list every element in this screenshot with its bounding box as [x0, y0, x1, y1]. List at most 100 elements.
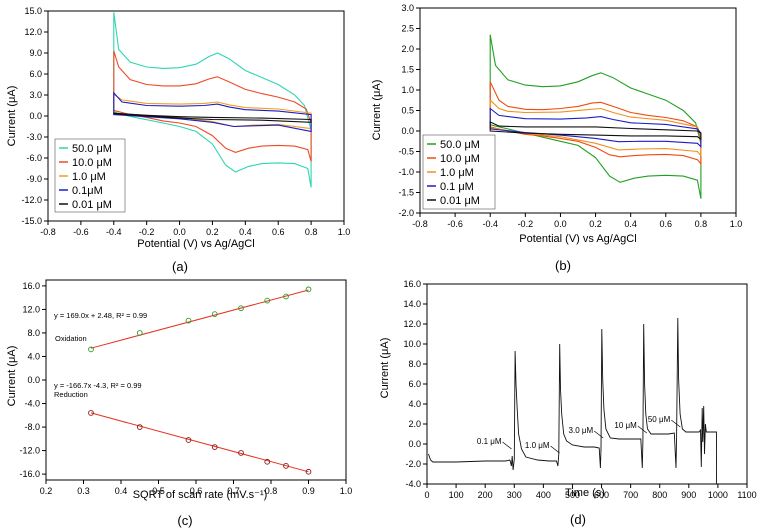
legend-entry: 1.0 μM — [72, 171, 106, 183]
x-tick-label: 0.6 — [272, 227, 285, 237]
annotation-arrow — [593, 430, 604, 439]
x-tick-label: 0.8 — [265, 486, 278, 496]
x-axis-label: Potential (V) vs Ag/AgCl — [137, 238, 254, 250]
x-tick-label: -0.8 — [412, 219, 428, 229]
x-tick-label: 100 — [449, 490, 464, 500]
data-point — [136, 424, 143, 430]
x-tick-label: 0.4 — [624, 219, 637, 229]
y-tick-label: 6.0 — [29, 69, 42, 79]
annotation-arrow — [502, 441, 512, 450]
x-tick-label: 1.0 — [338, 227, 351, 237]
data-point — [238, 450, 244, 456]
data-point — [283, 293, 289, 300]
data-point — [88, 410, 94, 416]
y-tick-label: 0.0 — [27, 375, 40, 385]
data-point — [264, 297, 271, 304]
x-tick-label: 0.2 — [206, 227, 219, 237]
y-tick-label: -2.0 — [405, 459, 421, 469]
oxidation-fit-equation: y = 169.0x + 2.48, R² = 0.99 — [54, 311, 147, 320]
panel-label: (a) — [172, 259, 188, 274]
plot-frame — [426, 283, 748, 485]
concentration-annotation: 50 μM — [648, 415, 671, 424]
data-point — [283, 463, 289, 469]
x-tick-label: 0.5 — [152, 486, 165, 496]
cv-curve — [113, 91, 312, 133]
x-tick-label: 0.0 — [554, 219, 567, 229]
data-point — [185, 317, 192, 324]
amperometric-trace — [428, 317, 717, 484]
plot-frame — [45, 279, 347, 481]
y-tick-label: 1.5 — [401, 65, 414, 75]
y-tick-label: 8.0 — [27, 328, 40, 338]
cv-curve — [489, 81, 702, 166]
data-point — [305, 286, 312, 293]
x-tick-label: 500 — [565, 490, 580, 500]
y-tick-label: 0.0 — [29, 111, 42, 121]
data-point — [238, 305, 244, 312]
y-tick-label: 16.0 — [403, 279, 421, 289]
y-axis-label: Current (μA) — [6, 86, 18, 147]
y-tick-label: -12.0 — [19, 446, 40, 456]
x-tick-label: 300 — [507, 490, 522, 500]
y-tick-label: 10.0 — [403, 339, 421, 349]
x-tick-label: 0.7 — [227, 486, 240, 496]
legend: 50.0 μM 10.0 μM 1.0 μM 0.1μM 0.01 μM — [54, 138, 126, 213]
y-tick-label: 1.0 — [401, 85, 414, 95]
concentration-annotation: 1.0 μM — [525, 441, 550, 450]
y-tick-label: 3.0 — [401, 3, 414, 13]
x-tick-label: 0.6 — [660, 219, 673, 229]
panel-b: -0.8 -0.6 -0.4 -0.2 0.0 0.2 0.4 0.6 0.8 1.0 -2.0 -1… — [371, 3, 742, 273]
x-tick-label: 600 — [594, 490, 609, 500]
y-tick-label: -1.0 — [398, 167, 414, 177]
concentration-annotation: 3.0 μM — [569, 426, 594, 435]
legend-entry: 0.01 μM — [72, 199, 112, 211]
y-axis-label: Current (μA) — [379, 338, 391, 399]
concentration-annotation: 10 μM — [614, 421, 637, 430]
x-tick-label: 0.9 — [302, 486, 315, 496]
y-tick-label: -9.0 — [26, 174, 42, 184]
x-tick-label: -0.2 — [518, 219, 534, 229]
x-axis-label: Potential (V) vs Ag/AgCl — [519, 233, 636, 245]
y-tick-label: 0.0 — [408, 439, 421, 449]
legend-entry: 10.0 μM — [440, 153, 480, 165]
x-tick-label: 0.6 — [190, 486, 203, 496]
panel-a: -0.8 -0.6 -0.4 -0.2 0.0 0.2 0.4 0.6 0.8 1.0 -15.0 -… — [6, 6, 350, 274]
y-axis-label: Current (μA) — [371, 80, 383, 141]
x-tick-label: 0.8 — [695, 219, 708, 229]
concentration-annotation: 0.1 μM — [477, 437, 502, 446]
x-tick-label: 400 — [536, 490, 551, 500]
y-tick-label: 3.0 — [29, 90, 42, 100]
legend-entry: 50.0 μM — [440, 139, 480, 151]
legend-entry: 0.1μM — [72, 185, 103, 197]
x-tick-label: 1000 — [708, 490, 728, 500]
x-tick-label: 0.3 — [77, 486, 90, 496]
legend: 50.0 μM 10.0 μM 1.0 μM 0.1 μM 0.01 μM — [422, 134, 496, 210]
fit-line — [90, 412, 309, 473]
panel-label: (d) — [570, 512, 586, 527]
y-tick-label: -2.0 — [398, 208, 414, 218]
y-tick-label: 0.5 — [401, 106, 414, 116]
x-tick-label: -0.8 — [40, 227, 56, 237]
panel-c: 0.2 0.3 0.4 0.5 0.6 0.7 0.8 0.9 1.0 -16.0 -12.0 -8.… — [6, 279, 353, 528]
y-tick-label: 14.0 — [403, 299, 421, 309]
annotation-arrow — [637, 425, 648, 434]
x-tick-label: 0.0 — [173, 227, 186, 237]
data-point — [211, 444, 218, 450]
cv-curve — [489, 121, 702, 141]
x-axis-label: Time (s) — [565, 487, 605, 499]
panel-label: (b) — [555, 258, 571, 273]
legend-entry: 10.0 μM — [72, 157, 112, 169]
x-tick-label: -0.6 — [447, 219, 463, 229]
y-tick-label: -3.0 — [26, 132, 42, 142]
x-tick-label: 1.0 — [340, 486, 353, 496]
y-tick-label: -1.5 — [398, 188, 414, 198]
legend-entry: 0.1 μM — [440, 181, 474, 193]
y-tick-label: 8.0 — [408, 359, 421, 369]
data-point — [305, 468, 312, 475]
y-tick-label: 4.0 — [408, 399, 421, 409]
y-tick-label: -12.0 — [21, 195, 42, 205]
y-tick-label: 9.0 — [29, 48, 42, 58]
legend-entry: 0.01 μM — [440, 195, 480, 207]
annotation-arrow — [671, 419, 681, 428]
